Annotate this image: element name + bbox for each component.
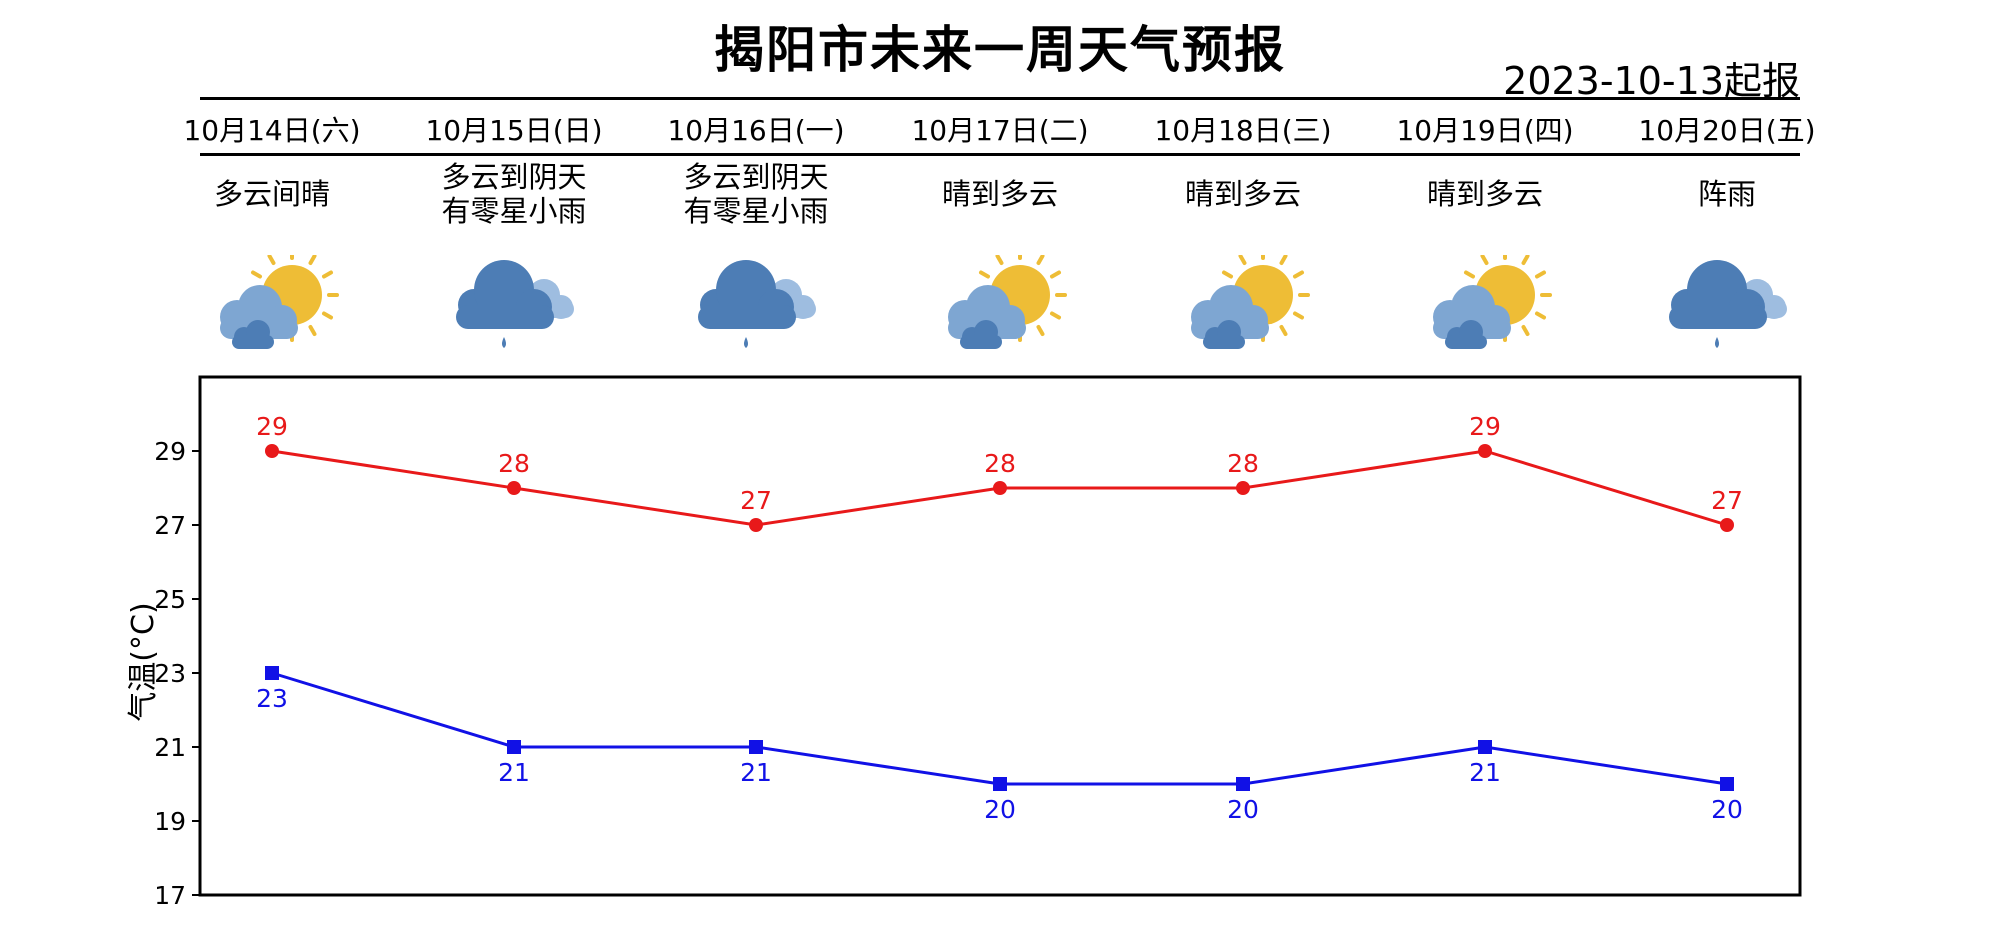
day-date: 10月17日(二)	[911, 114, 1089, 147]
day-date: 10月20日(五)	[1638, 114, 1816, 147]
data-point	[1720, 518, 1734, 532]
data-label: 27	[1711, 486, 1743, 515]
y-tick-label: 25	[154, 585, 186, 614]
data-point	[265, 444, 279, 458]
data-point	[1478, 740, 1492, 754]
issue-date: 2023-10-13起报	[1503, 59, 1800, 103]
day-weather: 晴到多云	[1365, 177, 1605, 211]
data-point	[993, 777, 1007, 791]
weather-line: 晴到多云	[1184, 177, 1301, 211]
weather-line: 多云到阴天	[683, 160, 829, 194]
y-tick-label: 29	[154, 437, 186, 466]
header-top-rule	[200, 97, 1800, 100]
day-date: 10月14日(六)	[183, 114, 361, 147]
data-label: 21	[498, 758, 530, 787]
partly-cloudy-sun-icon	[202, 255, 342, 355]
partly-cloudy-sun-icon	[1173, 255, 1313, 355]
weather-line: 多云到阴天	[441, 160, 587, 194]
day-weather: 多云到阴天 有零星小雨	[636, 160, 876, 228]
data-point	[993, 481, 1007, 495]
data-point	[265, 666, 279, 680]
data-label: 28	[1227, 449, 1259, 478]
cloud-rain-icon	[686, 255, 826, 355]
data-point	[749, 518, 763, 532]
data-point	[749, 740, 763, 754]
data-label: 23	[256, 684, 288, 713]
weather-line: 晴到多云	[1426, 177, 1543, 211]
data-label: 29	[1469, 412, 1501, 441]
cloud-rain-icon	[444, 255, 584, 355]
data-label: 28	[498, 449, 530, 478]
data-label: 20	[984, 795, 1016, 824]
partly-cloudy-sun-icon	[930, 255, 1070, 355]
data-point	[1720, 777, 1734, 791]
data-point	[1236, 481, 1250, 495]
weather-line: 晴到多云	[941, 177, 1058, 211]
day-weather: 晴到多云	[880, 177, 1120, 211]
weather-line: 有零星小雨	[683, 194, 829, 228]
data-label: 20	[1227, 795, 1259, 824]
data-point	[1236, 777, 1250, 791]
day-weather: 晴到多云	[1123, 177, 1363, 211]
data-point	[507, 481, 521, 495]
data-label: 21	[740, 758, 772, 787]
partly-cloudy-sun-icon	[1415, 255, 1555, 355]
data-label: 28	[984, 449, 1016, 478]
data-label: 27	[740, 486, 772, 515]
data-label: 20	[1711, 795, 1743, 824]
day-date: 10月18日(三)	[1154, 114, 1332, 147]
weather-line: 有零星小雨	[441, 194, 587, 228]
data-label: 29	[256, 412, 288, 441]
plot-frame	[198, 375, 1802, 897]
weather-line: 多云间晴	[213, 177, 330, 211]
data-label: 21	[1469, 758, 1501, 787]
weather-line: 阵雨	[1697, 177, 1756, 211]
y-tick-label: 19	[154, 807, 186, 836]
series-line	[271, 671, 1728, 786]
day-date: 10月16日(一)	[667, 114, 845, 147]
chart-title: 揭阳市未来一周天气预报	[714, 21, 1286, 79]
header-bottom-rule	[200, 153, 1800, 156]
data-point	[1478, 444, 1492, 458]
data-point	[507, 740, 521, 754]
day-weather: 多云间晴	[152, 177, 392, 211]
day-date: 10月15日(日)	[425, 114, 603, 147]
y-tick-label: 27	[154, 511, 186, 540]
y-tick-label: 17	[154, 881, 186, 910]
day-weather: 多云到阴天 有零星小雨	[394, 160, 634, 228]
day-date: 10月19日(四)	[1396, 114, 1574, 147]
y-tick-label: 23	[154, 659, 186, 688]
day-weather: 阵雨	[1607, 177, 1847, 211]
cloud-rain-icon	[1657, 255, 1797, 355]
y-tick-label: 21	[154, 733, 186, 762]
